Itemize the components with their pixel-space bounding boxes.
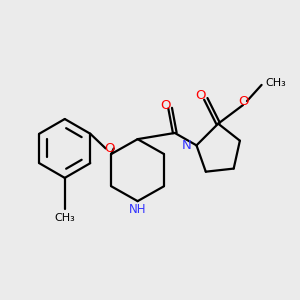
Text: N: N — [182, 139, 191, 152]
Text: O: O — [239, 95, 249, 108]
Text: O: O — [195, 89, 206, 102]
Text: O: O — [160, 99, 171, 112]
Text: NH: NH — [129, 203, 146, 216]
Text: CH₃: CH₃ — [265, 78, 286, 88]
Text: CH₃: CH₃ — [54, 213, 75, 223]
Text: O: O — [104, 142, 115, 155]
